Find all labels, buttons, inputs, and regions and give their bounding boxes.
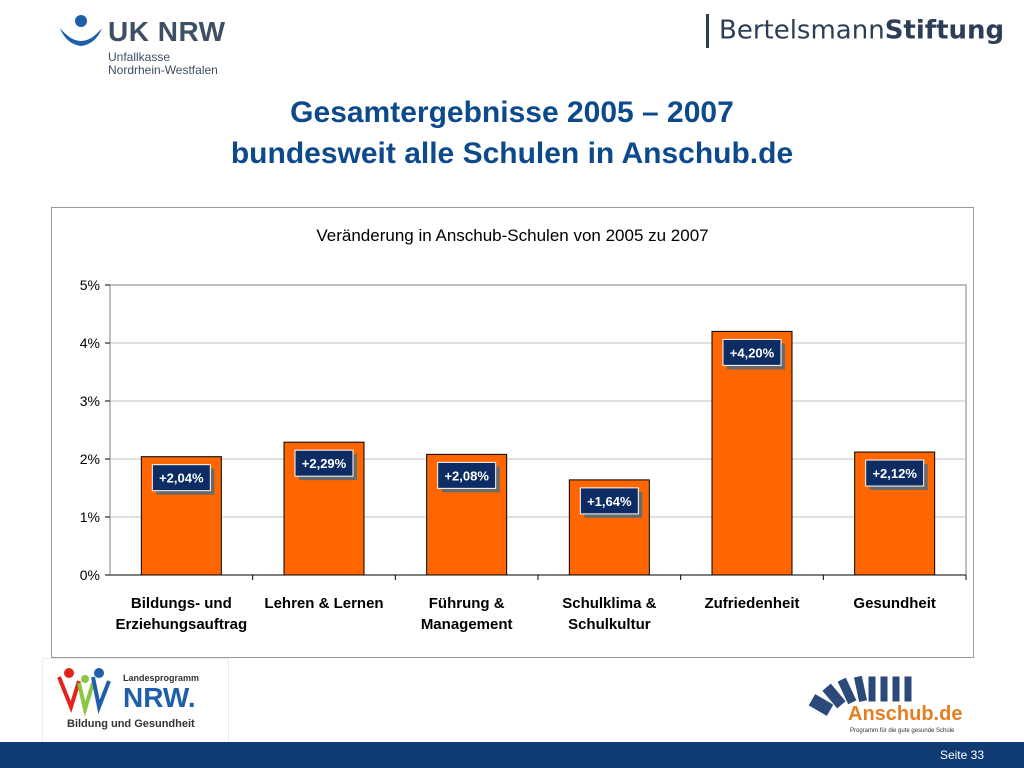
data-label-box (151, 464, 211, 492)
bertelsmann-name: Bertelsmann (719, 15, 885, 46)
y-tick-label: 1% (80, 509, 100, 525)
bertelsmann-divider (706, 14, 709, 48)
anschub-logo: Anschub.de Programm für die gute gesunde… (807, 668, 978, 738)
uk-nrw-subtitle: Unfallkasse Nordrhein-Westfalen (108, 51, 218, 77)
anschub-logo-name: Anschub.de (848, 703, 962, 725)
x-category-label: Schulklima & (562, 595, 656, 612)
bertelsmann-stiftung: Stiftung (884, 15, 1005, 46)
y-tick-label: 2% (80, 451, 100, 467)
data-label: +2,08% (444, 468, 489, 483)
data-label: +4,20% (730, 345, 775, 360)
slide-title-line2: bundesweit alle Schulen in Anschub.de (230, 137, 794, 170)
nrw-logo-line2: NRW. (123, 682, 196, 713)
data-label: +2,29% (302, 456, 347, 471)
x-category-label: Gesundheit (853, 595, 936, 612)
x-category-label: Zufriedenheit (704, 595, 799, 612)
landesprogramm-nrw-figures-icon: Landesprogramm NRW. Bildung und Gesundhe… (57, 668, 199, 730)
uk-nrw-logo: UK NRW Unfallkasse Nordrhein-Westfalen (58, 14, 248, 80)
nrw-logo-line1: Landesprogramm (123, 673, 199, 683)
uk-nrw-emblem-icon (60, 15, 102, 46)
data-label: +2,04% (159, 471, 204, 486)
data-label: +1,64% (587, 494, 632, 509)
bar-chart: 0% 1% 2% 3% 4% 5% +2,04% Bildungs- und Erziehung… (80, 277, 967, 633)
bar (711, 330, 793, 576)
plot-area (109, 284, 967, 576)
x-category-label: Management (421, 616, 513, 633)
data-label-box (865, 459, 925, 487)
page-number: Seite 33 (939, 748, 984, 762)
x-category-label: Schulkultur (568, 616, 651, 633)
data-label: +2,12% (872, 466, 917, 481)
data-label-box (722, 338, 782, 366)
domino-icon: Anschub.de Programm für die gute gesunde… (807, 674, 962, 734)
y-tick-label: 0% (80, 567, 100, 583)
x-category-label: Bildungs- und (131, 595, 232, 612)
y-tick-label: 5% (80, 277, 100, 293)
slide-title-line1: Gesamtergebnisse 2005 – 2007 (290, 96, 734, 129)
uk-nrw-subtitle-line1: Unfallkasse (108, 50, 171, 64)
y-tick-label: 3% (80, 393, 100, 409)
data-label-box (579, 487, 639, 515)
footer-bar: Seite 33 (0, 742, 1024, 768)
landesprogramm-nrw-logo: Landesprogramm NRW. Bildung und Gesundhe… (42, 658, 229, 744)
x-category-label: Erziehungsauftrag (115, 616, 247, 633)
data-label-box (294, 449, 354, 477)
nrw-logo-line3: Bildung und Gesundheit (67, 718, 195, 730)
y-tick-label: 4% (80, 335, 100, 351)
uk-nrw-title: UK NRW (108, 16, 226, 47)
uk-nrw-subtitle-line2: Nordrhein-Westfalen (108, 63, 218, 77)
x-category-label: Führung & (429, 595, 505, 612)
data-label-box (437, 461, 497, 489)
anschub-logo-sub: Programm für die gute gesunde Schule (850, 728, 955, 734)
chart-title: Veränderung in Anschub-Schulen von 2005 … (316, 226, 709, 245)
x-category-label: Lehren & Lernen (264, 595, 383, 612)
chart-container: Veränderung in Anschub-Schulen von 2005 … (51, 207, 974, 658)
bertelsmann-logo: BertelsmannStiftung (706, 14, 1004, 54)
